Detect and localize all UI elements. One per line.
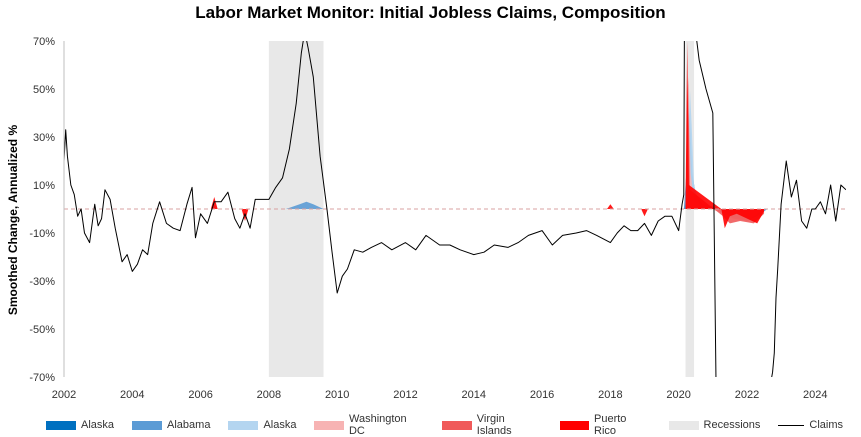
legend-label: Alaska bbox=[263, 419, 297, 431]
chart-title: Labor Market Monitor: Initial Jobless Cl… bbox=[195, 3, 666, 22]
legend-label: Virgin Islands bbox=[476, 413, 512, 437]
legend-swatch bbox=[778, 424, 805, 426]
legend-label: Alabama bbox=[167, 419, 211, 431]
legend-swatch bbox=[668, 420, 699, 430]
x-tick-label: 2008 bbox=[257, 389, 281, 401]
legend-swatch bbox=[132, 420, 163, 430]
y-tick-label: 10% bbox=[33, 180, 55, 192]
legend-label: Alaska bbox=[81, 419, 115, 431]
y-tick-label: -50% bbox=[29, 324, 55, 336]
x-tick-label: 2020 bbox=[666, 389, 690, 401]
legend-swatch bbox=[46, 420, 76, 430]
x-tick-label: 2018 bbox=[598, 389, 622, 401]
legend-item-washington-dc: Washington DC bbox=[314, 413, 424, 437]
legend-swatch bbox=[559, 420, 590, 430]
x-tick-label: 2004 bbox=[120, 389, 144, 401]
legend-swatch bbox=[228, 420, 259, 430]
legend-item-claims: Claims bbox=[778, 419, 843, 431]
legend: Alaska Alabama Alaska Washington DC Virgin I… bbox=[46, 413, 861, 437]
x-tick-label: 2002 bbox=[52, 389, 76, 401]
x-tick-label: 2024 bbox=[803, 389, 827, 401]
x-tick-label: 2006 bbox=[188, 389, 212, 401]
legend-label: Claims bbox=[809, 419, 843, 431]
legend-item-alaska: Alaska bbox=[228, 419, 296, 431]
x-tick-label: 2014 bbox=[462, 389, 486, 401]
y-tick-label: 50% bbox=[33, 84, 55, 96]
legend-item-recessions: Recessions bbox=[668, 419, 761, 431]
legend-swatch bbox=[314, 420, 344, 430]
legend-item-virgin-islands: Virgin Islands bbox=[442, 413, 541, 437]
x-tick-label: 2016 bbox=[530, 389, 554, 401]
legend-item-alaska: Alaska bbox=[46, 419, 114, 431]
y-tick-label: 30% bbox=[33, 132, 55, 144]
y-tick-label: -70% bbox=[29, 372, 55, 384]
y-tick-label: 70% bbox=[33, 36, 55, 48]
y-tick-label: -30% bbox=[29, 276, 55, 288]
y-tick-label: -10% bbox=[29, 228, 55, 240]
legend-item-alabama: Alabama bbox=[132, 419, 210, 431]
legend-label: Recessions bbox=[703, 419, 761, 431]
x-tick-label: 2012 bbox=[393, 389, 417, 401]
legend-item-puerto-rico: Puerto Rico bbox=[559, 413, 651, 437]
legend-swatch bbox=[442, 420, 472, 430]
legend-label: Washington DC bbox=[348, 413, 407, 437]
line-series-claims bbox=[64, 41, 846, 377]
legend-label: Puerto Rico bbox=[594, 413, 627, 437]
x-tick-label: 2022 bbox=[735, 389, 759, 401]
x-tick-label: 2010 bbox=[325, 389, 349, 401]
